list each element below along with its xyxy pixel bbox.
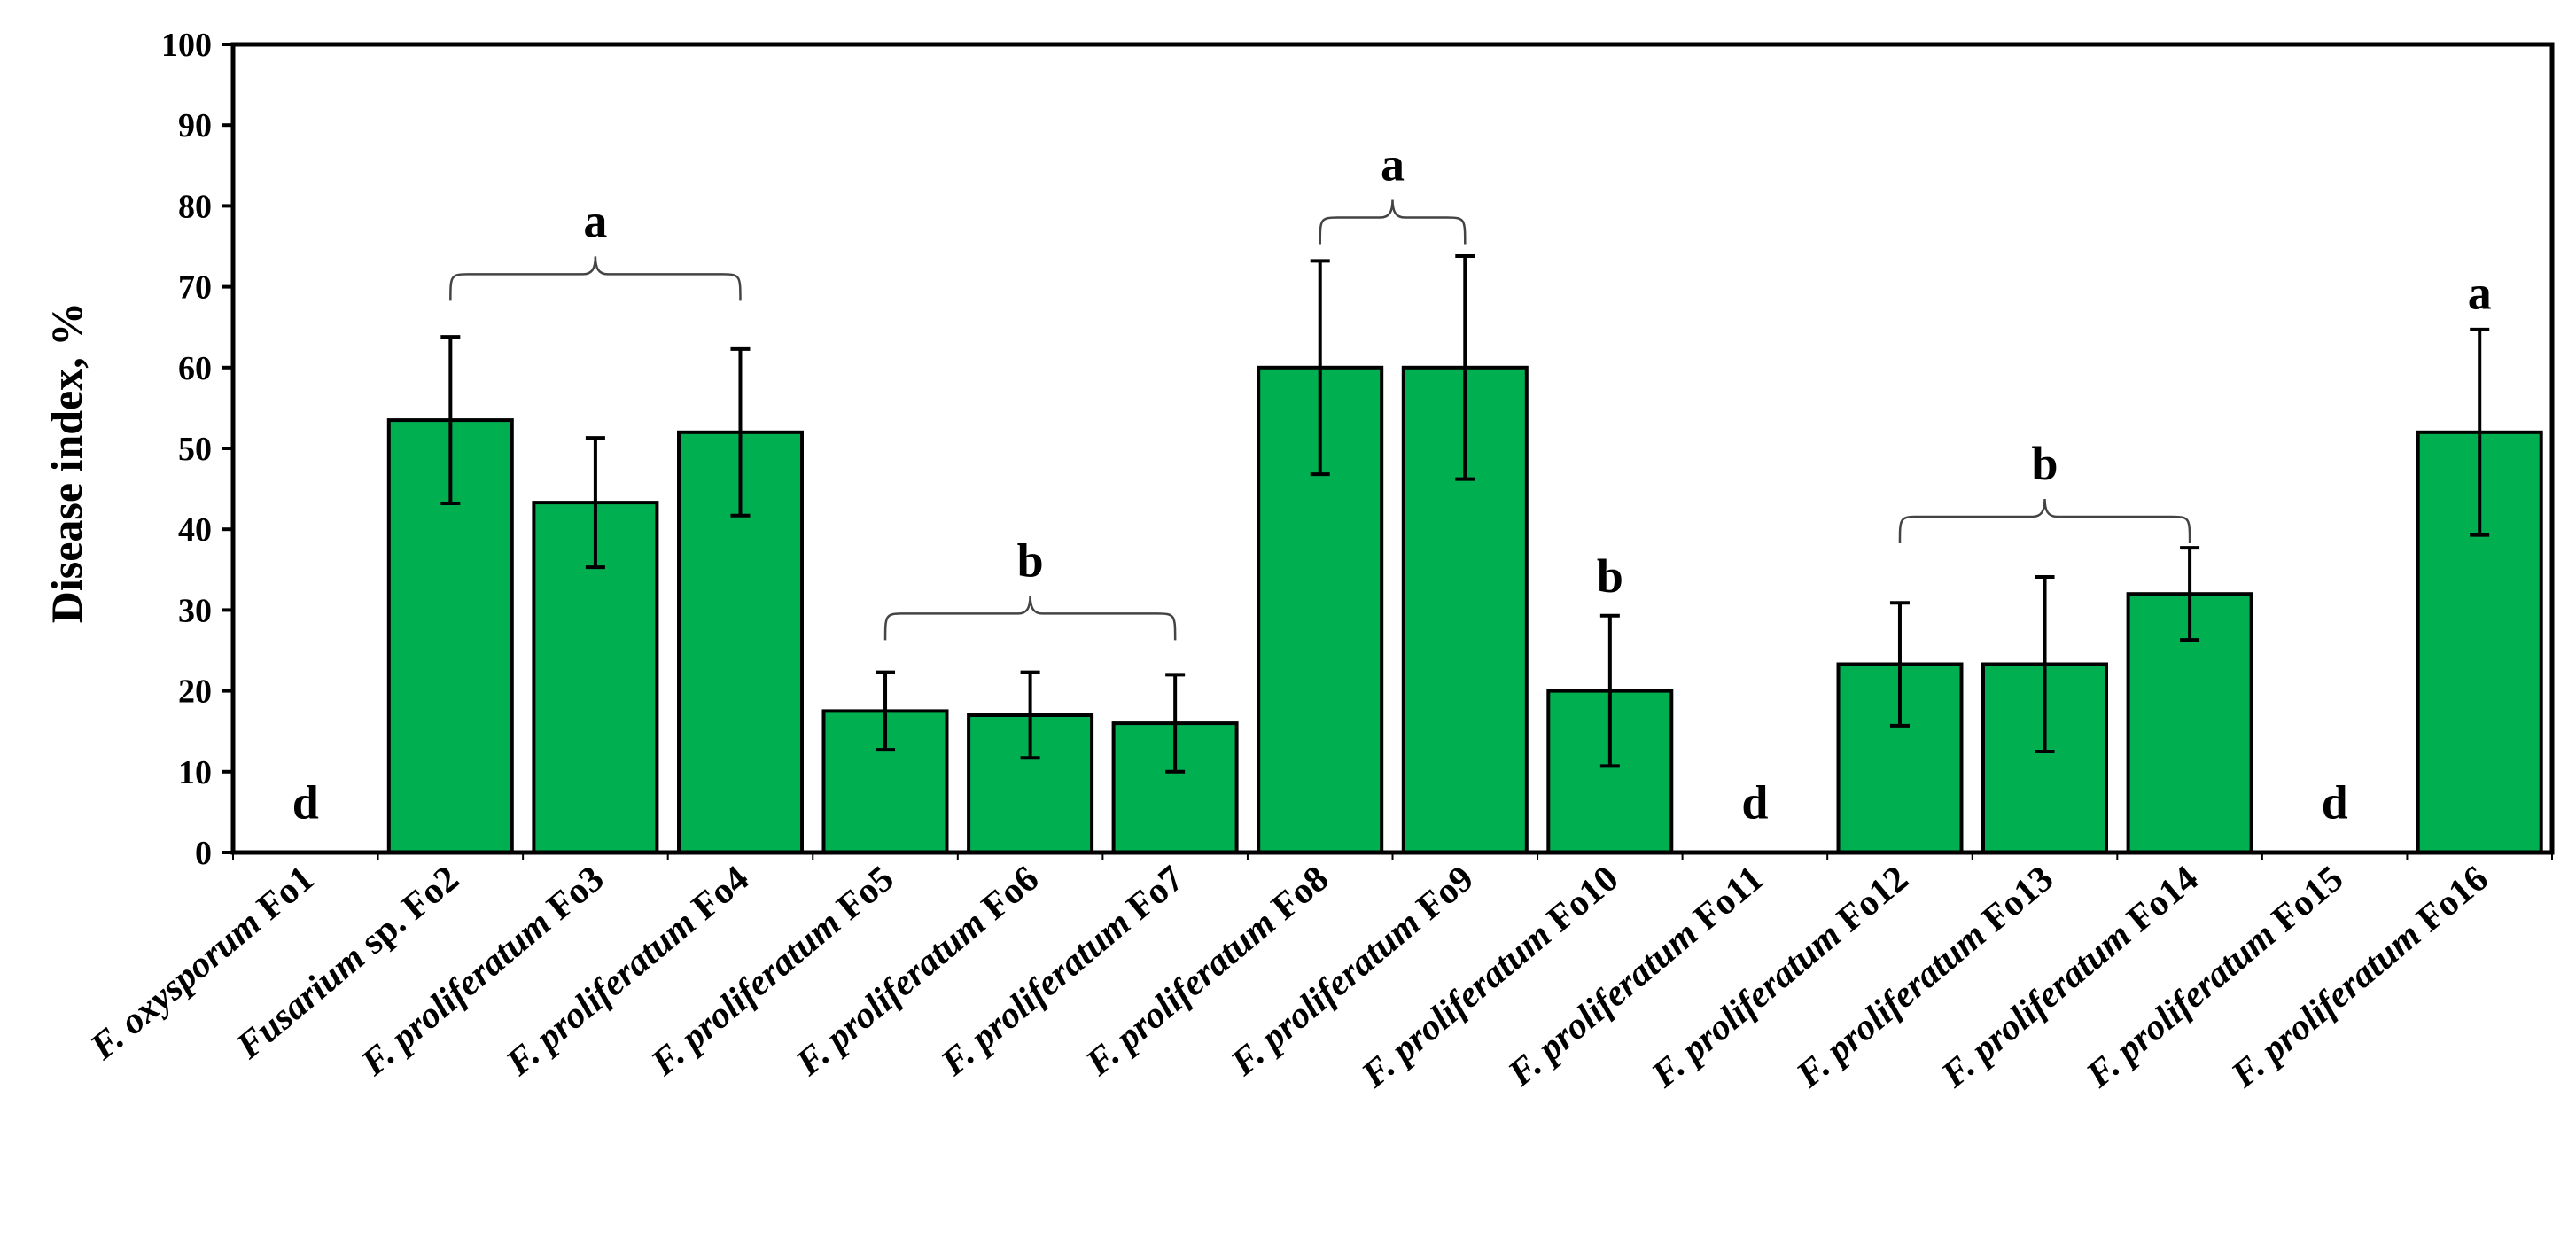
- y-tick-label: 10: [178, 754, 212, 791]
- significance-group: b: [883, 533, 1177, 641]
- significance-group: a: [449, 194, 742, 301]
- error-bar: [2035, 575, 2055, 753]
- y-tick-label: 30: [178, 592, 212, 629]
- significance-letter: b: [2032, 437, 2058, 490]
- significance-brace: [449, 256, 742, 301]
- error-bar: [440, 335, 461, 506]
- x-tick-label: F. proliferatum Fo4: [498, 858, 757, 1084]
- y-tick-label: 80: [178, 188, 212, 225]
- significance-letter: d: [292, 775, 319, 829]
- error-bar: [1599, 613, 1620, 768]
- significance-letter: b: [1597, 549, 1623, 603]
- error-bar: [1310, 259, 1330, 477]
- error-bar: [1455, 253, 1475, 481]
- error-bar: [1889, 601, 1910, 728]
- y-tick-label: 70: [178, 269, 212, 307]
- significance-group: a: [2468, 267, 2492, 320]
- error-bar: [585, 436, 605, 570]
- y-tick-label: 0: [195, 835, 212, 872]
- bar: [821, 709, 949, 855]
- significance-letter: a: [1381, 138, 1405, 191]
- x-tick-label: F. proliferatum Fo14: [1934, 858, 2206, 1096]
- y-tick-label: 40: [178, 511, 212, 549]
- y-axis-title: Disease index, %: [42, 302, 91, 624]
- significance-letter: d: [2322, 775, 2348, 829]
- x-tick-label: F. proliferatum Fo15: [2078, 858, 2351, 1096]
- significance-group: d: [292, 775, 319, 829]
- error-bar: [1020, 670, 1040, 760]
- x-tick-label: F. proliferatum Fo7: [933, 858, 1192, 1084]
- significance-group: b: [1597, 549, 1623, 603]
- error-bar: [2180, 546, 2200, 642]
- y-tick-label: 50: [178, 431, 212, 468]
- x-tick-label: F. proliferatum Fo5: [643, 858, 902, 1084]
- x-tick-label: F. proliferatum Fo6: [788, 858, 1047, 1084]
- significance-group: d: [1741, 775, 1768, 829]
- y-tick-label: 90: [178, 107, 212, 144]
- significance-letter: d: [1741, 775, 1768, 829]
- error-bar: [2470, 327, 2490, 537]
- significance-group: a: [1319, 138, 1467, 245]
- y-tick-label: 100: [161, 27, 212, 64]
- x-tick-label: F. proliferatum Fo13: [1788, 858, 2061, 1096]
- significance-group: d: [2322, 775, 2348, 829]
- x-tick-label: F. proliferatum Fo9: [1223, 858, 1482, 1084]
- x-tick-label: F. proliferatum Fo11: [1500, 858, 1771, 1094]
- x-tick-label: F. proliferatum Fo3: [354, 858, 612, 1084]
- significance-letter: a: [2468, 267, 2492, 320]
- significance-group: b: [1898, 437, 2191, 543]
- significance-brace: [1319, 199, 1467, 245]
- y-tick-label: 60: [178, 350, 212, 387]
- error-bar: [876, 670, 896, 752]
- y-tick-label: 20: [178, 674, 212, 711]
- significance-brace: [883, 596, 1177, 641]
- x-tick-label: F. proliferatum Fo16: [2223, 858, 2496, 1096]
- significance-letter: a: [583, 194, 607, 247]
- error-bar: [730, 346, 751, 518]
- error-bar: [1165, 673, 1186, 774]
- significance-letter: b: [1017, 533, 1044, 587]
- x-tick-label: F. proliferatum Fo12: [1644, 858, 1917, 1096]
- x-tick-label: F. proliferatum Fo10: [1354, 858, 1627, 1096]
- significance-brace: [1898, 498, 2191, 543]
- x-tick-label: F. proliferatum Fo8: [1078, 858, 1337, 1084]
